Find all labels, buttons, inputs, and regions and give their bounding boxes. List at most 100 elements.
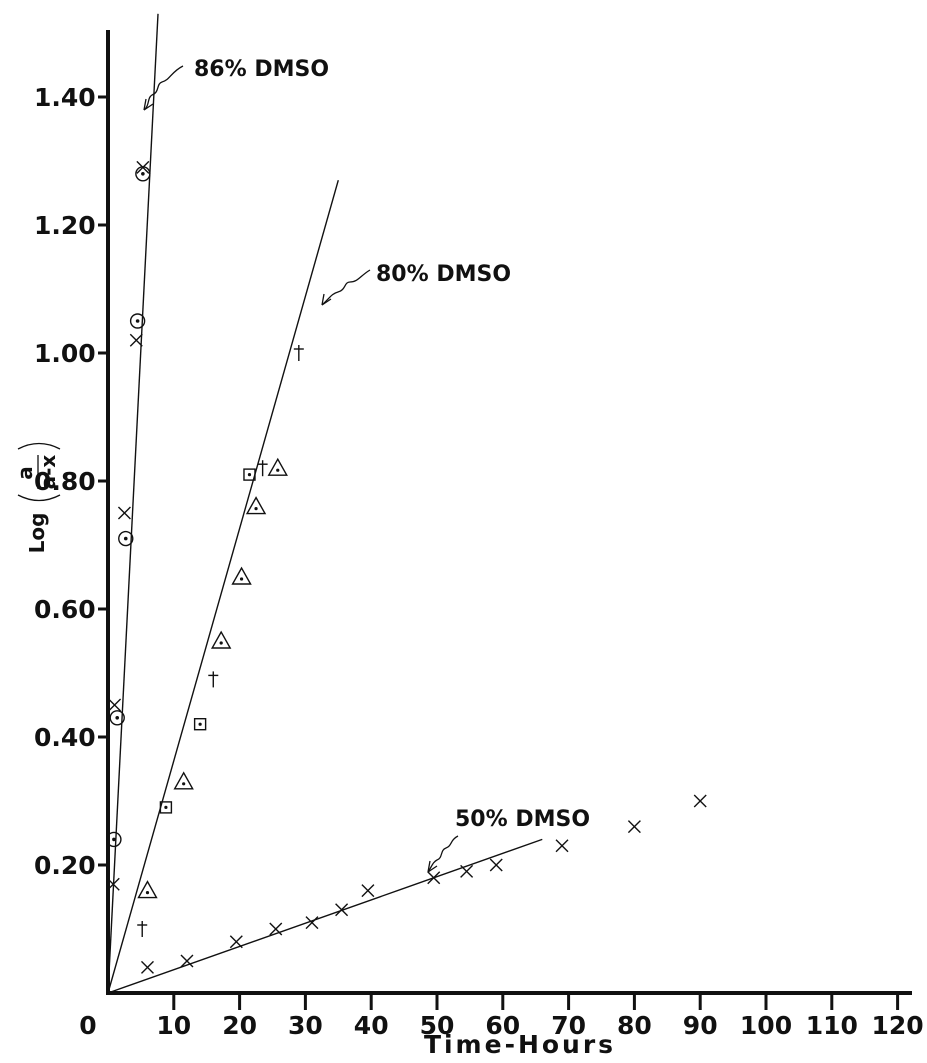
y-title-prefix: Log (25, 513, 49, 554)
y-title-paren-right (17, 442, 61, 450)
triangle-marker (245, 496, 267, 515)
y-tick-label: 1.40 (34, 83, 96, 112)
circle-marker (109, 710, 125, 726)
cross-stroke (229, 935, 243, 949)
data-point-triangle-dot (231, 566, 252, 585)
cross-stroke (269, 922, 283, 936)
cross-stroke (335, 903, 349, 917)
x-tick-label: 10 (156, 1011, 191, 1040)
triangle-marker (267, 457, 288, 476)
data-point-dagger (293, 345, 304, 361)
cross-stroke (106, 877, 120, 891)
marker-dot (247, 473, 252, 477)
cross-stroke (555, 839, 569, 853)
data-point-triangle-dot (210, 630, 232, 649)
x-tick-label: 80 (617, 1011, 652, 1040)
data-point-cross (361, 884, 375, 898)
data-point-triangle-dot (173, 771, 194, 790)
marker-dot (123, 536, 128, 541)
cross-stroke (460, 864, 474, 878)
data-point-dagger (257, 460, 268, 477)
cross-stroke (108, 698, 122, 712)
circle-marker (135, 166, 151, 182)
data-point-circle-dot (109, 710, 125, 726)
data-point-cross (427, 871, 441, 885)
data-point-cross (140, 960, 154, 974)
x-tick-label: 110 (806, 1011, 858, 1040)
data-point-cross (229, 935, 243, 949)
annotation-arrow (321, 269, 371, 306)
marker-dot (112, 837, 116, 842)
marker-dot (276, 468, 280, 472)
x-tick-label: 20 (222, 1011, 257, 1040)
data-point-cross (180, 954, 194, 968)
data-point-circle-dot (135, 166, 151, 182)
data-point-cross (460, 864, 474, 878)
data-point-cross (305, 916, 319, 930)
cross-stroke (129, 333, 143, 347)
y-axis-title: Log a a-x (13, 442, 61, 554)
data-point-dagger (208, 671, 219, 688)
data-point-circle-dot (129, 313, 146, 329)
annotation-label: 86% DMSO (194, 57, 329, 82)
marker-dot (164, 805, 168, 810)
arrow-head (427, 860, 438, 873)
cross-stroke (361, 884, 375, 898)
triangle-marker (210, 630, 232, 649)
data-point-circle-dot (106, 831, 122, 848)
square-marker (243, 468, 256, 481)
data-point-cross (627, 820, 641, 834)
data-point-cross (489, 858, 503, 872)
cross-stroke (305, 916, 319, 930)
x-tick-label: 60 (485, 1011, 520, 1040)
y-title-denominator: a-x (36, 455, 60, 490)
x-tick-label: 120 (872, 1011, 924, 1040)
data-point-cross (117, 506, 131, 520)
data-point-cross (106, 877, 120, 891)
data-point-cross (129, 333, 143, 347)
x-tick-label: 40 (354, 1011, 389, 1040)
x-axis-title: Time-Hours (424, 1030, 616, 1058)
square-marker (159, 801, 173, 814)
cross-stroke (627, 820, 641, 834)
arrow-head (143, 98, 154, 111)
data-point-square-dot (243, 468, 256, 481)
annotation-arrow (143, 65, 184, 111)
marker-dot (141, 172, 145, 176)
y-title-numerator: a (13, 466, 37, 480)
data-point-circle-dot (118, 530, 134, 547)
data-point-cross (693, 794, 707, 808)
x-tick-label: 30 (288, 1011, 323, 1040)
fit-line-2 (107, 180, 339, 994)
cross-stroke (489, 858, 503, 872)
cross-stroke (117, 506, 131, 520)
data-point-cross (555, 839, 569, 853)
data-point-square-dot (193, 718, 207, 731)
data-point-cross (108, 698, 122, 712)
circle-marker (129, 313, 146, 329)
cross-stroke (427, 871, 441, 885)
y-tick-label: 0.80 (34, 467, 96, 496)
fit-line-3 (107, 838, 543, 994)
data-point-cross (335, 903, 349, 917)
triangle-marker (173, 771, 194, 790)
marker-dot (239, 577, 244, 581)
square-marker (193, 718, 207, 731)
triangle-marker (137, 880, 158, 899)
x-tick-label: 100 (740, 1011, 792, 1040)
circle-marker (118, 530, 134, 547)
data-point-triangle-dot (267, 457, 288, 476)
circle-marker (106, 831, 122, 848)
y-title-paren-left (17, 494, 61, 502)
data-point-cross (269, 922, 283, 936)
arrow-head (321, 293, 332, 306)
data-point-dagger (137, 921, 148, 937)
y-tick-label: 0.40 (34, 723, 96, 752)
marker-dot (115, 716, 120, 720)
marker-dot (198, 722, 202, 726)
data-point-triangle-dot (137, 880, 158, 899)
marker-dot (254, 507, 258, 511)
y-tick-label: 0.20 (34, 851, 96, 880)
x-tick-label: 70 (551, 1011, 586, 1040)
data-point-triangle-dot (245, 496, 267, 515)
